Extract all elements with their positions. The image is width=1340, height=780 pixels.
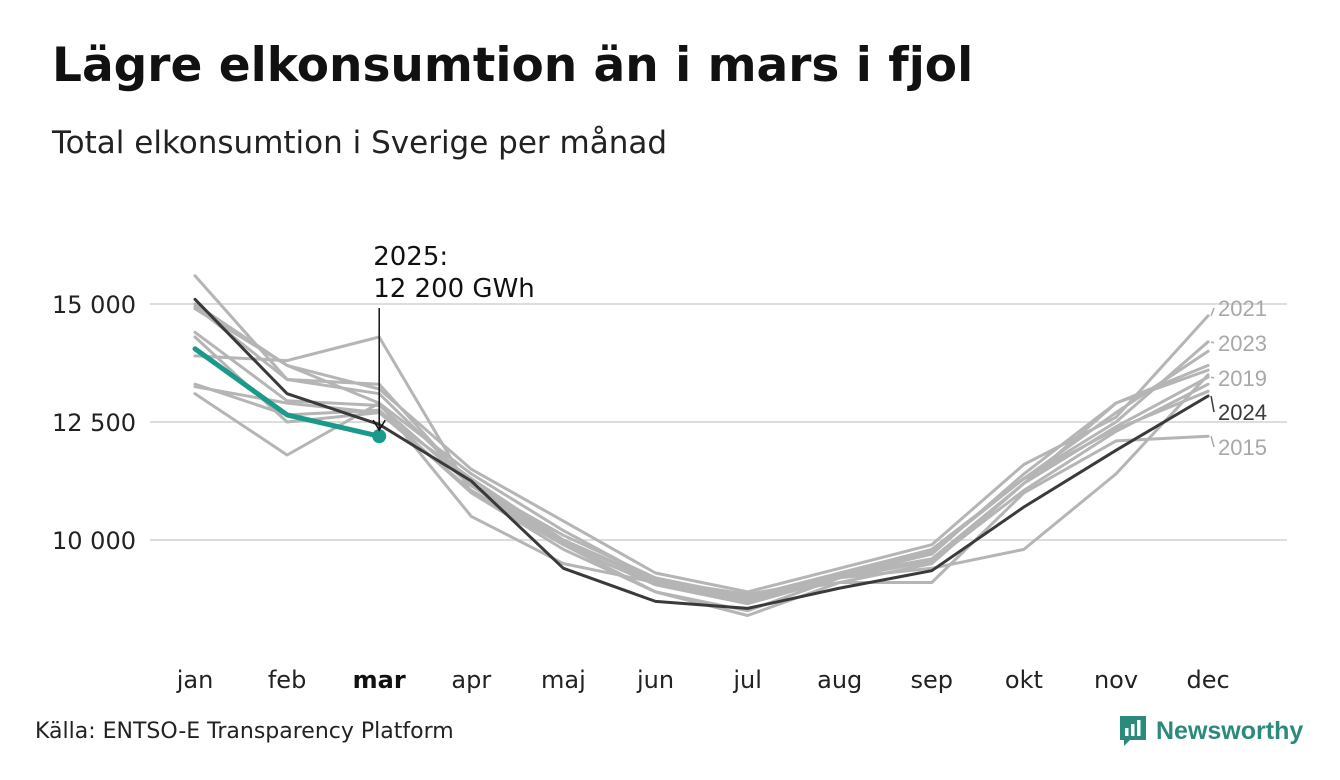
x-tick-label: feb	[268, 666, 306, 694]
x-tick-label: apr	[451, 666, 491, 694]
line-chart: 10 000 12 500 15 000 jan feb mar apr maj jun jul…	[52, 242, 1287, 694]
label-leader	[1210, 307, 1215, 317]
highlight-point	[372, 429, 387, 444]
x-tick-label: jul	[732, 666, 762, 694]
series-line-2015	[193, 392, 1210, 599]
series-line-2024	[193, 297, 1210, 610]
gridlines	[150, 303, 1287, 541]
x-tick-label: jan	[176, 666, 214, 694]
series-line-year	[193, 373, 1210, 596]
x-tick-label: jun	[636, 666, 674, 694]
brand-name: Newsworthy	[1156, 716, 1304, 745]
x-tick-label: dec	[1186, 666, 1229, 694]
x-axis-ticks: jan feb mar apr maj jun jul aug sep okt nov dec	[176, 666, 1230, 694]
series-label: 2023	[1218, 331, 1267, 356]
label-leader	[1210, 435, 1215, 448]
series-label: 2015	[1218, 435, 1267, 460]
x-tick-label: sep	[911, 666, 954, 694]
series-line-2019	[193, 330, 1210, 601]
x-tick-label: nov	[1094, 666, 1138, 694]
annotation-text: 2025:	[373, 242, 448, 272]
label-leader	[1210, 341, 1215, 344]
x-tick-label: aug	[817, 666, 862, 694]
newsworthy-logo-icon	[1120, 716, 1146, 746]
series-label: 2024	[1218, 400, 1267, 425]
chart-subtitle: Total elkonsumtion i Sverige per månad	[52, 125, 668, 161]
y-axis-ticks: 10 000 12 500 15 000	[52, 291, 136, 555]
x-tick-label: okt	[1005, 666, 1043, 694]
series-line-year	[193, 274, 1210, 613]
label-leader	[1210, 376, 1215, 379]
brand-logo: Newsworthy	[1118, 714, 1303, 748]
source-note: Källa: ENTSO-E Transparency Platform	[35, 719, 454, 744]
y-tick-label: 10 000	[52, 527, 136, 555]
annotation-text: 12 200 GWh	[373, 274, 535, 304]
series-line-year	[193, 307, 1210, 603]
series-lines	[192, 274, 1210, 617]
series-label: 2019	[1218, 366, 1267, 391]
series-labels: 2021 2023 2019 2024 2015	[1210, 296, 1267, 460]
series-line-year	[193, 335, 1210, 603]
series-label: 2021	[1218, 296, 1267, 321]
series-line-2023	[193, 304, 1210, 599]
x-tick-label: maj	[541, 666, 586, 694]
series-line-2025	[192, 346, 382, 439]
series-line-2021	[193, 302, 1210, 594]
y-tick-label: 12 500	[52, 409, 136, 437]
x-tick-label: mar	[353, 666, 406, 694]
chart-title: Lägre elkonsumtion än i mars i fjol	[52, 38, 974, 93]
y-tick-label: 15 000	[52, 291, 136, 319]
label-leader	[1210, 395, 1215, 413]
annotation-arrowhead	[372, 419, 386, 432]
annotation: 2025:12 200 GWh	[372, 242, 535, 432]
